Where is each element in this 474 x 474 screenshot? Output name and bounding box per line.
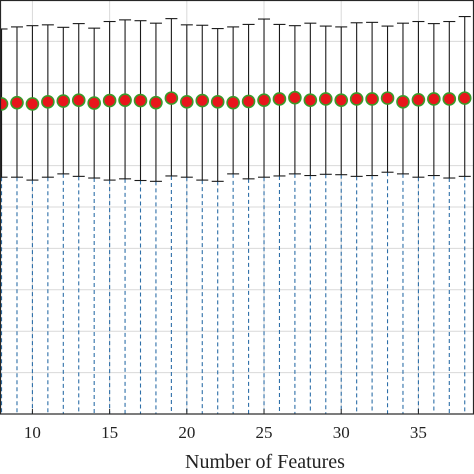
mean-marker [210, 95, 225, 109]
mean-marker [25, 97, 40, 111]
mean-marker [241, 94, 256, 109]
x-tick-label: 10 [24, 423, 41, 442]
mean-marker [365, 92, 379, 106]
mean-marker [118, 93, 132, 107]
mean-marker [411, 92, 426, 107]
x-tick-label: 20 [178, 423, 195, 442]
mean-marker [257, 93, 271, 107]
mean-marker [149, 95, 163, 110]
x-tick-label: 15 [101, 423, 118, 442]
mean-marker [303, 93, 318, 107]
mean-marker [427, 92, 441, 106]
stem-lines [0, 172, 466, 414]
mean-marker [334, 93, 349, 107]
mean-marker [396, 95, 410, 109]
mean-marker [226, 95, 240, 110]
x-tick-label: 30 [333, 423, 350, 442]
mean-marker [442, 92, 457, 106]
mean-marker [71, 93, 86, 107]
mean-marker [0, 97, 9, 111]
mean-marker [318, 92, 333, 106]
mean-marker [288, 90, 302, 105]
mean-marker [457, 91, 472, 105]
mean-marker [180, 95, 194, 109]
mean-marker [87, 96, 101, 110]
x-tick-label: 35 [410, 423, 427, 442]
mean-marker [133, 93, 148, 108]
mean-markers [0, 90, 472, 111]
x-ticks: 10 15 20 25 30 35 [24, 409, 427, 442]
x-tick-label: 25 [256, 423, 273, 442]
mean-marker [195, 93, 210, 108]
mean-marker [164, 91, 179, 105]
mean-marker [349, 92, 364, 106]
mean-marker [272, 92, 287, 106]
x-axis-label: Number of Features [185, 451, 345, 473]
mean-marker [41, 95, 55, 109]
mean-marker [10, 95, 24, 110]
mean-marker [56, 94, 71, 108]
mean-marker [102, 93, 117, 108]
mean-marker [380, 91, 395, 105]
